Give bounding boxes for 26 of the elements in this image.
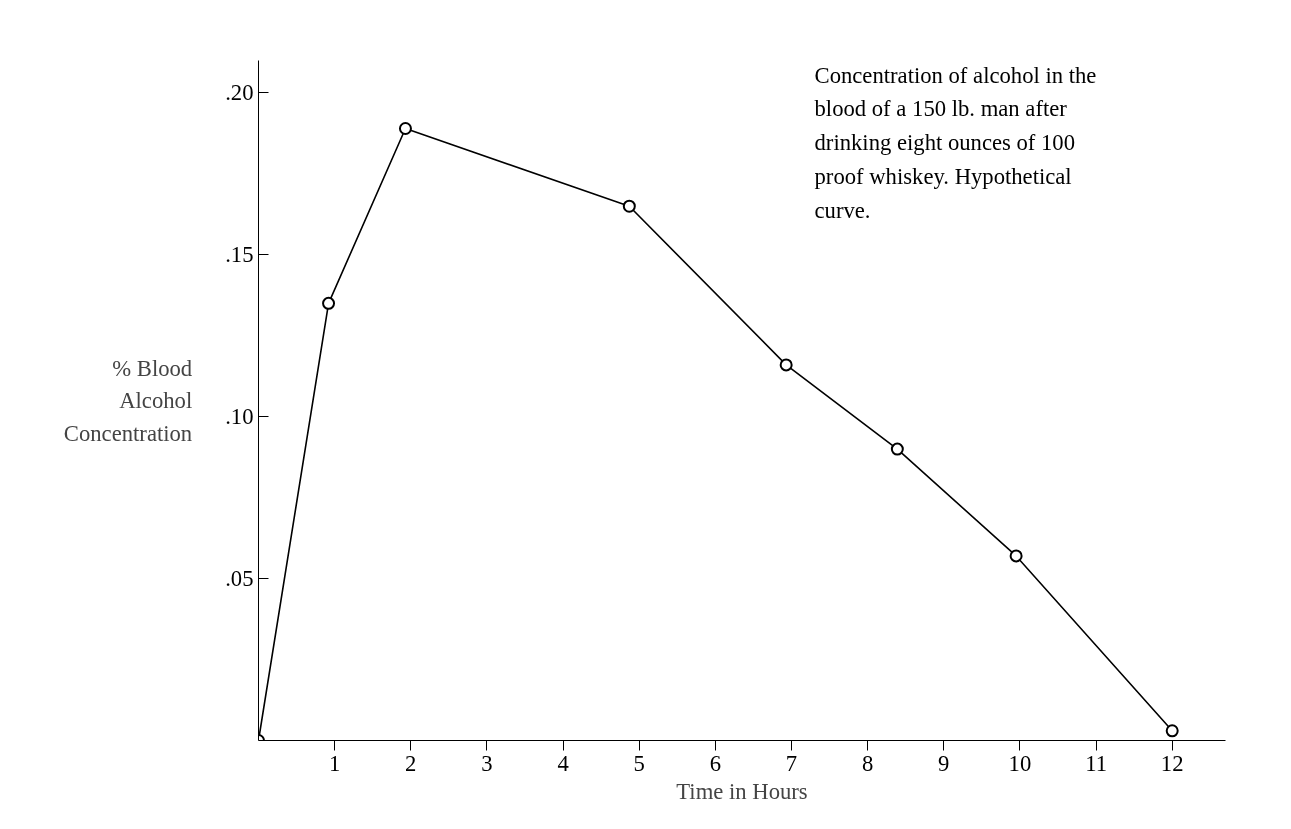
point — [622, 199, 636, 213]
x-tick-label: 6 — [709, 750, 722, 776]
x-tick-label: 9 — [938, 750, 950, 776]
y-tick-label: .15 — [225, 242, 254, 268]
annotation: Concentration of alcohol in the blood of a 150 lb. man after drinking eight ounces of 100 proof whiskey. Hypothetical curve. — [814, 62, 1097, 223]
point — [779, 358, 793, 372]
x-tick-label: 3 — [481, 750, 493, 776]
x-tick-label: 7 — [785, 750, 798, 776]
x-axis-title: Time in Hours — [676, 778, 808, 804]
x-tick-label: 1 — [328, 750, 341, 776]
x-tick-label: 12 — [1160, 750, 1184, 776]
point — [1165, 724, 1179, 738]
point — [398, 122, 412, 135]
x-tick-label: 2 — [405, 750, 417, 776]
y-tick-label: .10 — [225, 404, 254, 430]
y-tick-label: .05 — [225, 566, 254, 592]
y-axis-title: % Blood Alcohol Concentration — [63, 355, 193, 446]
point — [890, 442, 904, 456]
y-tick-label: .20 — [225, 80, 254, 106]
x-tick-label: 10 — [1008, 750, 1032, 776]
x-tick-label: 5 — [633, 750, 645, 776]
x-tick-label: 8 — [861, 750, 874, 776]
point — [1009, 549, 1023, 563]
x-tick-label: 4 — [557, 750, 569, 776]
x-tick-label: 11 — [1085, 750, 1107, 776]
point — [322, 296, 336, 310]
